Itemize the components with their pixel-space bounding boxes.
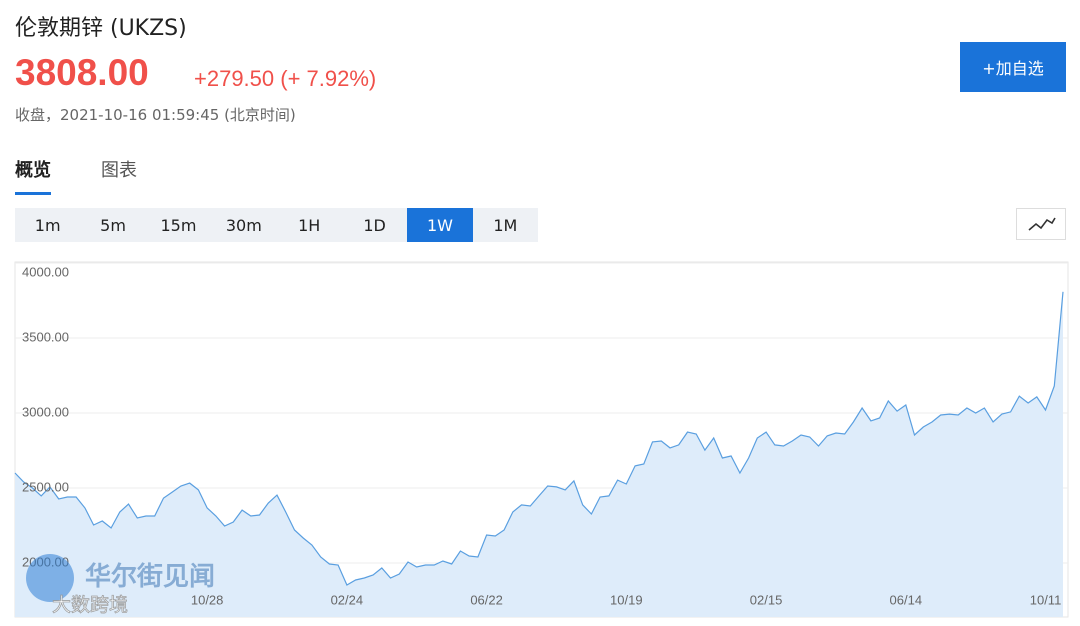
tab[interactable]: 图表 bbox=[101, 160, 137, 181]
y-tick-label: 2500.00 bbox=[22, 479, 69, 494]
x-tick-label: 10/11 bbox=[1030, 592, 1062, 607]
x-tick-label: 06/22 bbox=[470, 592, 503, 607]
watermark: 大数跨境 bbox=[52, 594, 128, 616]
watermark-logo bbox=[26, 554, 74, 602]
line bbox=[14, 291, 1064, 586]
y-tick-label: 4000.00 bbox=[22, 264, 69, 279]
interval-button[interactable]: 5m bbox=[100, 215, 126, 235]
interval-button[interactable]: 1W bbox=[407, 208, 473, 242]
x-tick-label: 02/24 bbox=[331, 592, 364, 607]
price: 3808.00 bbox=[15, 52, 149, 93]
interval-button[interactable]: 1m bbox=[34, 215, 61, 235]
price-change: +279.50 (+ 7.92%) bbox=[194, 66, 377, 91]
x-tick-label: 10/19 bbox=[610, 592, 643, 607]
chart-type-button[interactable] bbox=[1016, 208, 1066, 240]
tab[interactable]: 概览 bbox=[15, 156, 51, 195]
interval-button[interactable]: 1M bbox=[493, 215, 518, 235]
x-tick-label: 06/14 bbox=[890, 592, 923, 607]
add-watchlist-button[interactable]: +加自选 bbox=[960, 42, 1066, 92]
interval-button[interactable]: 15m bbox=[160, 215, 197, 235]
interval-bar: 1m 5m 15m 30m 1H 1D 1W 1M bbox=[15, 208, 538, 242]
interval-button[interactable]: 1D bbox=[363, 215, 386, 235]
interval-button[interactable]: 1H bbox=[298, 215, 321, 235]
title: 伦敦期锌 (UKZS) bbox=[15, 16, 187, 41]
watermark: 华尔街见闻 bbox=[85, 561, 215, 592]
chart-icon bbox=[1028, 217, 1056, 231]
y-tick-label: 3500.00 bbox=[22, 329, 69, 344]
interval-button[interactable]: 30m bbox=[225, 215, 262, 235]
x-tick-label: 10/28 bbox=[191, 592, 224, 607]
y-tick-label: 3000.00 bbox=[22, 404, 69, 419]
x-tick-label: 02/15 bbox=[750, 592, 783, 607]
area bbox=[15, 291, 1063, 617]
status: 收盘，2021-10-16 01:59:45 (北京时间) bbox=[15, 106, 296, 124]
